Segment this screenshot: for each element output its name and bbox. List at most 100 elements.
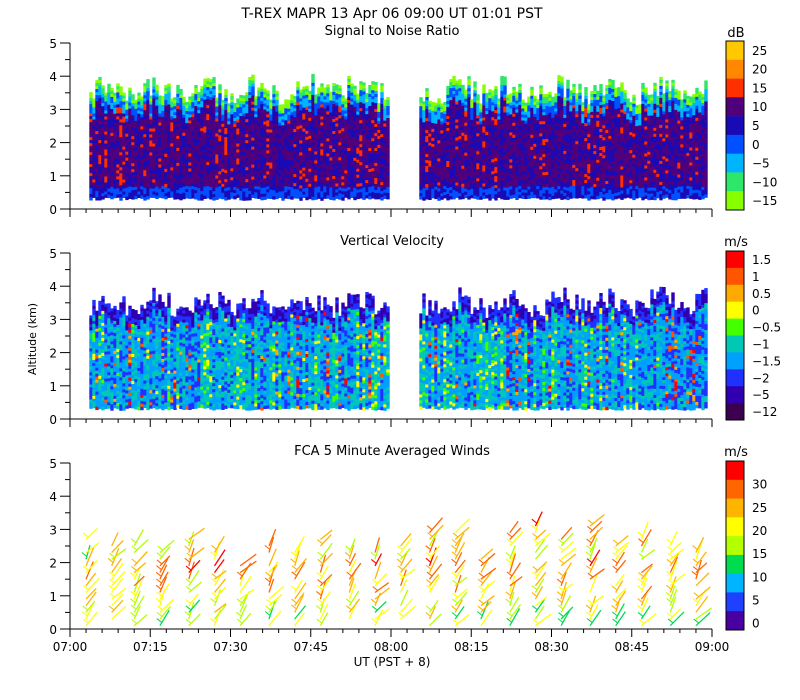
heatmap-cell — [230, 156, 234, 160]
heatmap-cell — [233, 181, 237, 185]
heatmap-cell — [344, 98, 348, 102]
heatmap-cell — [470, 188, 474, 193]
heatmap-cell — [146, 88, 150, 92]
heatmap-cell — [317, 171, 321, 175]
heatmap-cell — [155, 120, 159, 124]
heatmap-cell — [146, 181, 150, 185]
heatmap-cell — [473, 159, 477, 163]
heatmap-cell — [485, 177, 489, 181]
heatmap-cell — [95, 149, 99, 153]
heatmap-cell — [356, 102, 360, 107]
heatmap-cell — [491, 159, 495, 163]
heatmap-cell — [155, 135, 159, 139]
heatmap-cell — [143, 122, 147, 126]
heatmap-cell — [497, 173, 501, 177]
heatmap-cell — [110, 120, 114, 125]
heatmap-cell — [209, 130, 213, 134]
heatmap-cell — [305, 97, 309, 102]
heatmap-cell — [506, 178, 510, 182]
heatmap-cell — [137, 128, 141, 132]
heatmap-cell — [251, 80, 255, 84]
heatmap-cell — [521, 120, 525, 124]
heatmap-cell — [131, 106, 135, 110]
heatmap-cell — [185, 192, 189, 196]
heatmap-cell — [521, 135, 525, 139]
heatmap-cell — [98, 104, 102, 108]
heatmap-cell — [350, 122, 354, 126]
heatmap-cell — [95, 86, 99, 90]
heatmap-cell — [371, 150, 375, 154]
heatmap-cell — [494, 176, 498, 180]
heatmap-cell — [158, 140, 162, 144]
heatmap-cell — [311, 139, 315, 144]
heatmap-cell — [128, 96, 132, 100]
heatmap-cell — [518, 125, 522, 130]
heatmap-cell — [434, 147, 438, 152]
heatmap-cell — [191, 120, 195, 124]
heatmap-cell — [341, 173, 345, 177]
heatmap-cell — [92, 152, 96, 156]
heatmap-cell — [287, 156, 291, 161]
heatmap-cell — [299, 185, 303, 189]
heatmap-cell — [452, 121, 456, 125]
heatmap-cell — [212, 146, 216, 150]
heatmap-cell — [515, 115, 519, 119]
heatmap-cell — [329, 169, 333, 173]
heatmap-cell — [419, 181, 423, 185]
heatmap-cell — [206, 120, 210, 124]
heatmap-cell — [518, 122, 522, 127]
heatmap-cell — [455, 104, 459, 108]
heatmap-cell — [437, 161, 441, 165]
heatmap-cell — [260, 190, 264, 195]
heatmap-cell — [518, 146, 522, 151]
heatmap-cell — [359, 156, 363, 160]
heatmap-cell — [212, 185, 216, 189]
heatmap-cell — [323, 138, 327, 142]
heatmap-cell — [116, 101, 120, 105]
heatmap-cell — [500, 102, 504, 107]
heatmap-cell — [371, 186, 375, 190]
heatmap-cell — [425, 193, 429, 197]
heatmap-cell — [128, 138, 132, 142]
heatmap-cell — [368, 118, 372, 122]
heatmap-cell — [152, 116, 156, 120]
heatmap-cell — [482, 135, 486, 139]
heatmap-cell — [509, 126, 513, 130]
heatmap-cell — [380, 116, 384, 120]
heatmap-cell — [116, 188, 120, 192]
heatmap-cell — [107, 167, 111, 172]
heatmap-cell — [296, 177, 300, 181]
heatmap-cell — [317, 105, 321, 109]
heatmap-cell — [308, 171, 312, 176]
heatmap-cell — [245, 182, 249, 186]
heatmap-cell — [503, 127, 507, 131]
heatmap-cell — [278, 179, 282, 183]
heatmap-cell — [317, 147, 321, 151]
heatmap-cell — [440, 151, 444, 155]
heatmap-cell — [509, 120, 513, 124]
heatmap-cell — [500, 153, 504, 158]
heatmap-cell — [104, 101, 108, 105]
heatmap-cell — [293, 195, 297, 199]
heatmap-cell — [503, 148, 507, 152]
heatmap-cell — [281, 128, 285, 132]
heatmap-cell — [272, 88, 276, 92]
heatmap-cell — [107, 116, 111, 121]
heatmap-cell — [338, 148, 342, 152]
heatmap-cell — [269, 156, 273, 160]
heatmap-cell — [293, 156, 297, 160]
heatmap-cell — [503, 124, 507, 128]
heatmap-cell — [299, 119, 303, 123]
heatmap-cell — [338, 172, 342, 176]
heatmap-cell — [377, 174, 381, 179]
heatmap-cell — [452, 163, 456, 167]
heatmap-cell — [230, 126, 234, 130]
heatmap-cell — [95, 152, 99, 156]
heatmap-cell — [458, 82, 462, 86]
heatmap-cell — [317, 168, 321, 172]
heatmap-cell — [383, 108, 387, 112]
heatmap-cell — [230, 99, 234, 103]
heatmap-cell — [344, 188, 348, 192]
heatmap-cell — [245, 116, 249, 120]
heatmap-cell — [443, 174, 447, 178]
